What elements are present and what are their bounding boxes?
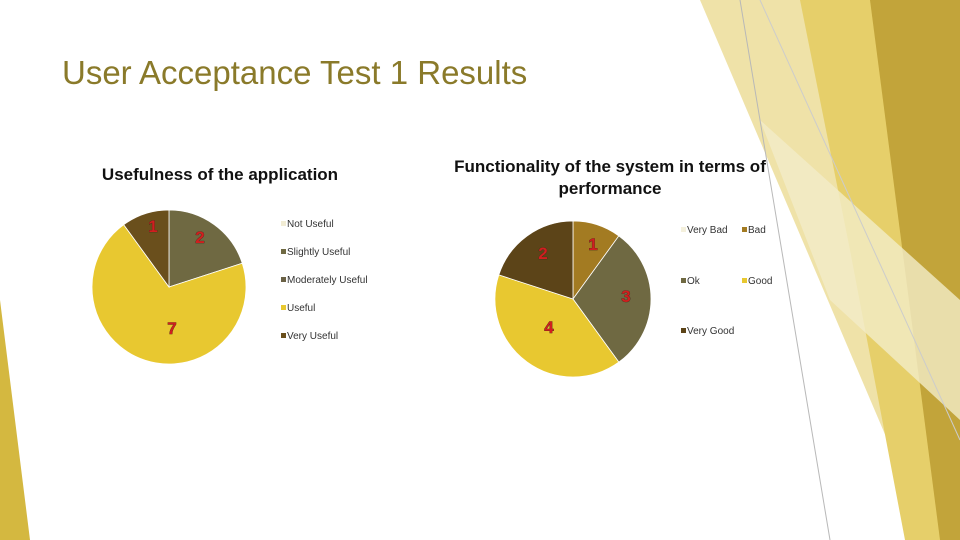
pie2-legend-label-bad: Bad — [748, 225, 766, 236]
pie2-legend-swatch-bad — [742, 227, 747, 232]
pie2-legend-label-good: Good — [748, 276, 772, 287]
pie1-data-label-slightly-useful: 2 — [195, 228, 204, 247]
pie2-slice-ok — [572, 235, 652, 363]
deco-panel-pale — [760, 120, 960, 420]
pie1-legend-label-useful: Useful — [287, 303, 315, 314]
pie2-data-label-ok: 3 — [621, 287, 630, 306]
pie2-legend-swatch-very-bad — [681, 227, 686, 232]
pie1-legend-swatch-very-useful — [281, 333, 286, 338]
pie2-legend-label-very-bad: Very Bad — [687, 225, 728, 236]
pie1-slice-very-useful — [123, 209, 170, 289]
pie1-legend-label-very-useful: Very Useful — [287, 331, 338, 342]
deco-line-1 — [739, 0, 831, 540]
pie2-legend-label-ok: Ok — [687, 276, 701, 287]
pie2-slice-good — [494, 274, 620, 378]
pie2-legend-swatch-good — [742, 278, 747, 283]
pie2-data-label-very-good: 2 — [538, 244, 547, 263]
deco-left-corner — [0, 300, 30, 540]
pie1-legend-label-not-useful: Not Useful — [287, 219, 334, 230]
pie1-legend-label-slightly-useful: Slightly Useful — [287, 247, 350, 258]
pie1-legend-swatch-moderately-useful — [281, 277, 286, 282]
pie1-legend-swatch-useful — [281, 305, 286, 310]
chart2-title: Functionality of the system in terms of … — [454, 157, 766, 198]
pie2-legend-swatch-very-good — [681, 328, 686, 333]
pie2-legend-label-very-good: Very Good — [687, 326, 734, 337]
pie2-legend-swatch-ok — [681, 278, 686, 283]
chart1-title: Usefulness of the application — [101, 165, 339, 184]
pie1-legend-label-moderately-useful: Moderately Useful — [287, 275, 368, 286]
pie2-slice-very-good — [498, 220, 574, 300]
pie1-legend-swatch-slightly-useful — [281, 249, 286, 254]
pie1-slice-slightly-useful — [168, 209, 243, 288]
pie2-data-label-bad: 1 — [588, 235, 597, 254]
pie1-data-label-very-useful: 1 — [148, 217, 157, 236]
pie1-legend-swatch-not-useful — [281, 221, 286, 226]
pie1-data-label-useful: 7 — [167, 319, 176, 338]
deco-line-2 — [759, 0, 960, 441]
pie1-slice-useful — [91, 224, 247, 365]
slide-title: User Acceptance Test 1 Results — [62, 54, 528, 91]
pie2-data-label-good: 4 — [544, 318, 554, 337]
